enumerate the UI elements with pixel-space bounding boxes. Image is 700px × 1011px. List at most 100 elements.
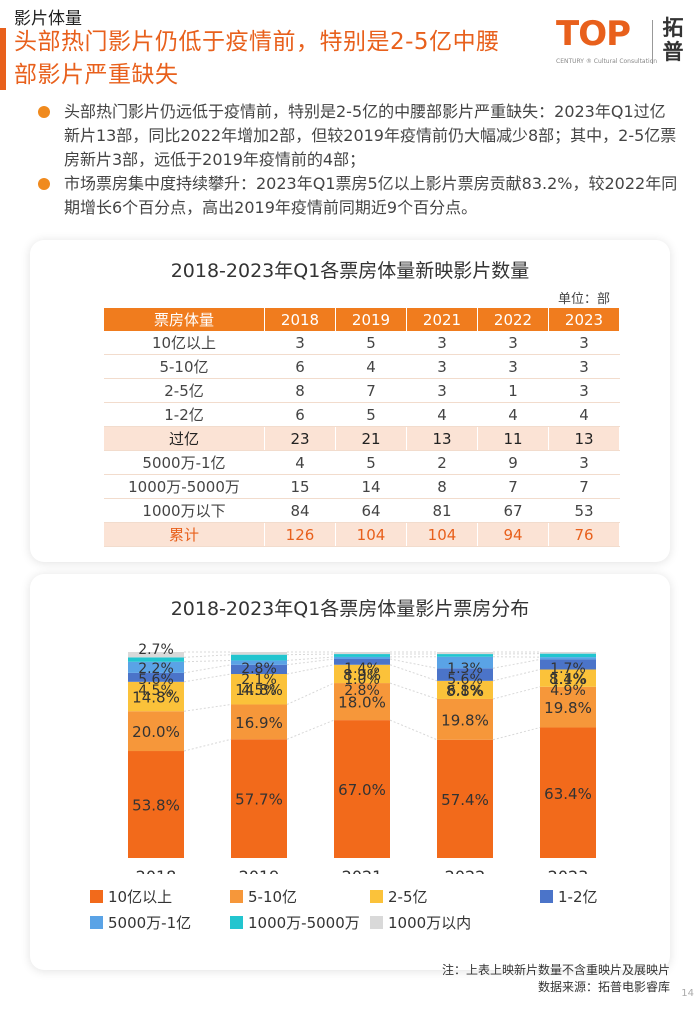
value-cell: 3: [264, 331, 336, 355]
value-cell: 3: [548, 378, 620, 403]
row-label-cell: 5-10亿: [104, 354, 265, 379]
bar-segment: [437, 654, 493, 657]
data-label: 20.0%: [132, 723, 180, 741]
data-label: 6.1%: [447, 683, 483, 699]
value-cell: 23: [264, 426, 336, 451]
table-row: 1-2亿 6 5 4 4 4: [104, 402, 620, 427]
chart-card: 2018-2023年Q1各票房体量影片票房分布 2018 2019 2021 2022…: [30, 574, 670, 970]
value-cell: 3: [548, 331, 620, 355]
page-title: 头部热门影片仍低于疫情前，特别是2-5亿中腰 部影片严重缺失: [14, 26, 534, 92]
data-label: 5.6%: [447, 672, 483, 688]
data-label: 8.9%: [343, 666, 381, 684]
stacked-bar-chart: 2018201920212022202353.8%20.0%14.8%4.5%5…: [128, 642, 596, 874]
value-cell: 6: [264, 402, 336, 427]
table-row: 5-10亿 6 4 3 3 3: [104, 354, 620, 379]
footnote: 注：上表上映新片数量不含重映片及展映片 数据来源：拓普电影睿库: [442, 962, 670, 996]
table-card: 2018-2023年Q1各票房体量新映影片数量 单位：部 票房体量 2018 201…: [30, 240, 670, 562]
table-row: 过亿 23 21 13 11 13: [104, 426, 620, 451]
page-number: 14: [681, 988, 694, 999]
value-cell: 6: [264, 354, 336, 379]
logo-mark: TOP: [556, 14, 631, 54]
bar-segment: [437, 656, 493, 669]
series-connector-line: [183, 738, 232, 752]
series-connector-line: [286, 653, 335, 656]
data-label: 19.8%: [441, 711, 489, 729]
series-connector-line: [389, 658, 438, 669]
film-count-table: 票房体量 2018 2019 2021 2022 2023 10亿以上 3 5 3 3 3 5-10亿…: [104, 308, 620, 547]
value-cell: 126: [264, 522, 336, 547]
bar-segment: [128, 661, 184, 673]
value-cell: 7: [335, 378, 407, 403]
series-connector-line: [492, 658, 541, 669]
value-cell: 94: [477, 522, 549, 547]
bullet-dot-icon: [38, 178, 50, 190]
row-label-cell: 过亿: [104, 426, 265, 451]
page-title-line2: 部影片严重缺失: [14, 62, 179, 88]
data-label: 4.5%: [138, 683, 174, 699]
table-header-cell: 2021: [406, 308, 478, 331]
bar-segment: [437, 739, 493, 858]
series-connector-line: [492, 686, 541, 700]
bullet-text: 头部热门影片仍远低于疫情前，特别是2-5亿的中腰部影片严重缺失：2023年Q1过…: [64, 102, 677, 169]
bar-segment: [334, 664, 390, 684]
value-cell: 4: [477, 402, 549, 427]
bar-segment: [540, 652, 596, 654]
row-label-cell: 2-5亿: [104, 378, 265, 403]
chart-title: 2018-2023年Q1各票房体量影片票房分布: [170, 598, 530, 620]
series-connector-line: [183, 703, 232, 712]
value-cell: 3: [406, 354, 478, 379]
bar-segment: [231, 654, 287, 661]
data-label: 4.5%: [241, 683, 277, 699]
bar-segment: [231, 660, 287, 665]
row-label-cell: 5000万-1亿: [104, 450, 265, 475]
data-label: 1.3%: [447, 661, 483, 677]
value-cell: 4: [264, 450, 336, 475]
data-label: 67.0%: [338, 781, 386, 799]
bar-segment: [231, 664, 287, 675]
value-cell: 64: [335, 498, 407, 523]
logo-chinese: 拓 普: [660, 16, 686, 64]
table-header-cell: 2018: [264, 308, 336, 331]
bar-segment: [128, 657, 184, 662]
data-label: 8.8%: [446, 682, 484, 700]
value-cell: 3: [477, 331, 549, 355]
value-cell: 84: [264, 498, 336, 523]
data-label: 1.7%: [550, 661, 586, 677]
series-connector-line: [183, 673, 232, 683]
value-cell: 4: [548, 402, 620, 427]
series-connector-line: [389, 664, 438, 682]
legend-swatch: [370, 890, 383, 903]
table-row: 2-5亿 8 7 3 1 3: [104, 378, 620, 403]
footnote-source: 数据来源：拓普电影睿库: [537, 980, 670, 994]
value-cell: 11: [477, 426, 549, 451]
data-label: 1.0%: [344, 672, 380, 688]
value-cell: 5: [335, 331, 407, 355]
data-label: 2.8%: [344, 683, 380, 699]
data-label: 2.2%: [138, 661, 174, 677]
value-cell: 81: [406, 498, 478, 523]
value-cell: 3: [406, 331, 478, 355]
data-label: 8.4%: [549, 670, 587, 688]
value-cell: 14: [335, 474, 407, 499]
logo-divider: [652, 20, 653, 64]
bar-segment: [231, 739, 287, 858]
x-tick-label: 2018: [136, 867, 177, 874]
table-row: 累计 126 104 104 94 76: [104, 522, 620, 547]
value-cell: 9: [477, 450, 549, 475]
bar-segment: [334, 658, 390, 665]
series-connector-line: [286, 658, 335, 666]
bar-segment: [128, 751, 184, 858]
row-label-cell: 累计: [104, 522, 265, 547]
series-connector-line: [389, 719, 438, 741]
x-tick-label: 2023: [548, 867, 589, 874]
data-label: 14.8%: [235, 681, 283, 699]
bar-segment: [540, 657, 596, 660]
value-cell: 67: [477, 498, 549, 523]
value-cell: 7: [548, 474, 620, 499]
legend-label: 10亿以上: [108, 888, 173, 906]
value-cell: 104: [406, 522, 478, 547]
table-row: 10亿以上 3 5 3 3 3: [104, 331, 620, 355]
bullet-list: 头部热门影片仍远低于疫情前，特别是2-5亿的中腰部影片严重缺失：2023年Q1过…: [38, 100, 678, 220]
series-connector-line: [183, 659, 232, 663]
legend-swatch: [540, 890, 553, 903]
